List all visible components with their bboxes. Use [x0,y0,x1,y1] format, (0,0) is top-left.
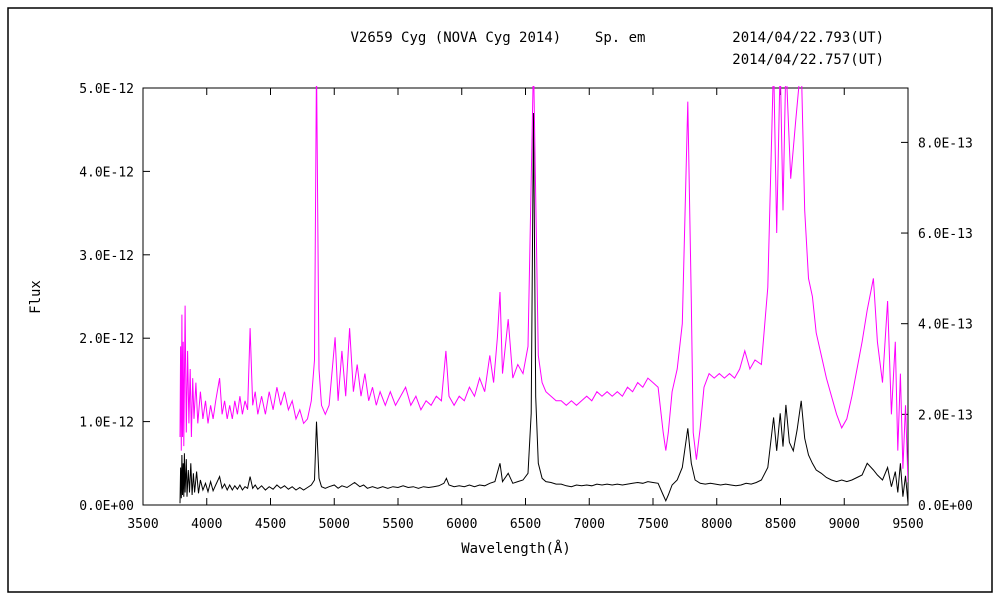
x-tick-label: 4500 [255,517,286,532]
x-tick-label: 8000 [701,517,732,532]
y-right-tick-label: 8.0E-13 [918,136,973,151]
legend-label-series2: 2014/04/22.757(UT) [732,52,884,68]
x-tick-label: 6000 [446,517,477,532]
x-tick-label: 6500 [510,517,541,532]
x-tick-label: 9500 [892,517,923,532]
y-left-tick-label: 1.0E-12 [79,416,134,431]
y-right-tick-label: 6.0E-13 [918,227,973,242]
x-tick-label: 7500 [637,517,668,532]
plot-dynamic-layer: 3500 4000 4500 5000 5500 6000 6500 7000 7500 8000… [79,82,973,532]
x-axis-title: Wavelength(Å) [461,540,571,557]
y-left-tick-label: 2.0E-12 [79,332,134,347]
y-left-tick-label: 4.0E-12 [79,165,134,180]
x-tick-label: 4000 [191,517,222,532]
y-right-tick-label: 2.0E-13 [918,408,973,423]
x-tick-label: 7000 [574,517,605,532]
y-right-tick-label: 0.0E+00 [918,499,973,514]
figure-border [7,7,993,593]
legend-label-series1: 2014/04/22.793(UT) [732,30,884,46]
x-tick-label: 5500 [382,517,413,532]
x-tick-label: 5000 [319,517,350,532]
y-left-tick-label: 5.0E-12 [79,82,134,97]
x-tick-label: 9000 [829,517,860,532]
x-tick-label: 8500 [765,517,796,532]
spectrum-series-left [179,112,908,504]
chart-title: V2659 Cyg (NOVA Cyg 2014) Sp. em [350,30,645,46]
y-left-tick-label: 3.0E-12 [79,249,134,264]
y-left-tick-label: 0.0E+00 [79,499,134,514]
y-axis-title: Flux [28,280,44,314]
spectrum-series-right [179,86,908,483]
x-tick-label: 3500 [127,517,158,532]
y-right-tick-label: 4.0E-13 [918,318,973,333]
